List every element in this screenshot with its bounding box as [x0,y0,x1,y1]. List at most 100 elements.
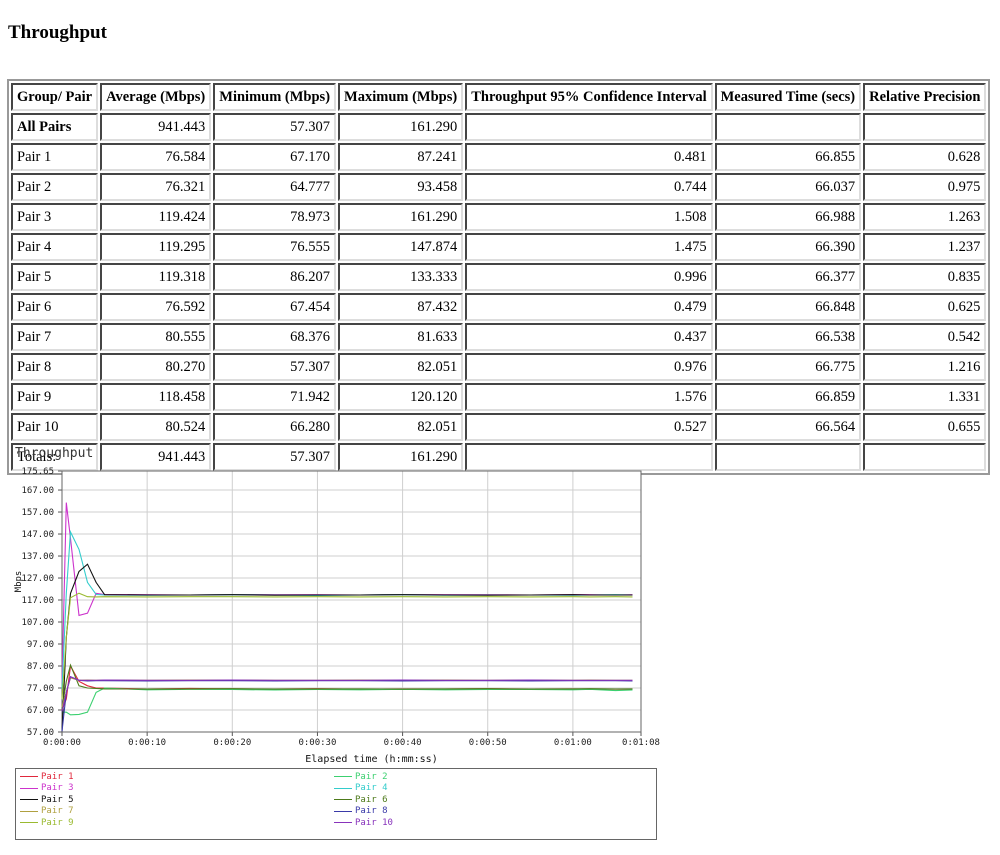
legend-label: Pair 10 [355,817,393,828]
legend-item: Pair 7 [20,806,74,817]
table-cell: 1.263 [863,203,987,231]
x-tick-label: 0:00:00 [43,738,81,748]
legend-label: Pair 9 [41,817,74,828]
legend-label: Pair 2 [355,771,388,782]
table-cell: 147.874 [338,233,464,261]
table-cell: 66.564 [714,413,862,441]
table-cell: 941.443 [100,113,212,141]
table-header-cell: Measured Time (secs) [714,83,862,111]
table-cell: 66.775 [714,353,862,381]
table-cell: 1.475 [465,233,713,261]
y-tick-label: 127.00 [21,574,54,584]
y-tick-label: 175.65 [21,467,54,477]
series-line-pair-5 [61,563,633,732]
table-cell: 0.481 [465,143,713,171]
table-row: Pair 2 76.321 64.777 93.458 0.744 66.037 0.975 [11,173,987,201]
table-cell: 0.655 [863,413,987,441]
x-tick-label: 0:01:00 [554,738,592,748]
table-cell: 0.975 [863,173,987,201]
table-cell: 66.390 [714,233,862,261]
table-cell: 76.555 [213,233,337,261]
table-header-cell: Average (Mbps) [100,83,212,111]
y-axis-label: Mbps [14,571,24,593]
table-cell: 57.307 [213,353,337,381]
table-body: All Pairs 941.443 57.307 161.290 Pair 1 76.5… [11,113,987,471]
series-line-pair-10 [61,676,633,712]
table-cell: 82.051 [338,353,464,381]
table-cell: 80.270 [100,353,212,381]
table-header-cell: Relative Precision [863,83,987,111]
table-cell [714,113,862,141]
table-cell: 66.988 [714,203,862,231]
legend-swatch [334,810,352,812]
table-cell [465,113,713,141]
legend-label: Pair 7 [41,806,74,816]
table-row: Pair 4 119.295 76.555 147.874 1.475 66.390 1.2… [11,233,987,261]
y-tick-label: 137.00 [21,552,54,562]
legend-swatch [20,822,38,823]
series-line-pair-9 [61,592,633,700]
table-cell: 66.377 [714,263,862,291]
table-cell: 161.290 [338,203,464,231]
legend-item: Pair 1 [20,771,74,782]
table-cell: 0.976 [465,353,713,381]
x-tick-label: 0:00:20 [213,738,251,748]
table-cell: 0.542 [863,323,987,351]
row-label: Pair 2 [11,173,99,201]
table-cell: 86.207 [213,263,337,291]
legend-item: Pair 10 [334,817,393,828]
table-cell: 119.295 [100,233,212,261]
table-cell: 66.280 [213,413,337,441]
table-cell: 71.942 [213,383,337,411]
y-tick-label: 157.00 [21,508,54,518]
row-label: Pair 5 [11,263,99,291]
legend-label: Pair 6 [355,794,388,805]
table-cell: 76.321 [100,173,212,201]
table-cell: 76.584 [100,143,212,171]
table-cell: 0.625 [863,293,987,321]
x-tick-label: 0:01:08 [622,738,660,748]
table-cell: 80.524 [100,413,212,441]
x-tick-label: 0:00:40 [384,738,422,748]
table-cell: 57.307 [213,113,337,141]
legend-swatch [20,787,38,789]
plot-area [61,470,642,733]
table-cell: 0.527 [465,413,713,441]
table-cell: 81.633 [338,323,464,351]
table-cell: 119.318 [100,263,212,291]
y-tick-label: 57.00 [27,728,54,738]
row-label: Pair 9 [11,383,99,411]
row-label: All Pairs [11,113,99,141]
table-cell: 57.307 [213,443,337,471]
table-cell: 66.859 [714,383,862,411]
throughput-table: Group/ Pair Average (Mbps) Minimum (Mbps) M… [7,79,991,475]
row-label: Totals: [11,443,99,471]
throughput-chart: Throughput 57.00 67.00 77.00 87.00 97.00 107.… [0,440,700,850]
legend-swatch [334,787,352,789]
table-cell: 66.037 [714,173,862,201]
table-cell: 87.241 [338,143,464,171]
legend-label: Pair 8 [355,806,388,816]
plot-border [61,470,642,733]
chart-title: Throughput [15,446,94,461]
table-cell: 67.170 [213,143,337,171]
legend-item: Pair 8 [334,806,388,817]
legend-item: Pair 9 [20,817,74,828]
table-cell: 66.855 [714,143,862,171]
legend-label: Pair 1 [41,771,74,782]
table-row: Pair 9 118.458 71.942 120.120 1.576 66.859 1.3… [11,383,987,411]
legend-item: Pair 5 [20,794,74,805]
x-tick-label: 0:00:30 [298,738,336,748]
table-row: Pair 3 119.424 78.973 161.290 1.508 66.988 1.2… [11,203,987,231]
table-row: Pair 1 76.584 67.170 87.241 0.481 66.855 0.628 [11,143,987,171]
table-cell: 0.628 [863,143,987,171]
table-cell: 67.454 [213,293,337,321]
legend-item: Pair 4 [334,783,388,794]
table-cell: 1.508 [465,203,713,231]
table-cell: 66.848 [714,293,862,321]
table-row: Pair 10 80.524 66.280 82.051 0.527 66.564 0.65… [11,413,987,441]
table-cell: 0.996 [465,263,713,291]
table-cell: 161.290 [338,113,464,141]
y-tick-label: 67.00 [27,706,54,716]
table-row: Pair 8 80.270 57.307 82.051 0.976 66.775 1.216 [11,353,987,381]
